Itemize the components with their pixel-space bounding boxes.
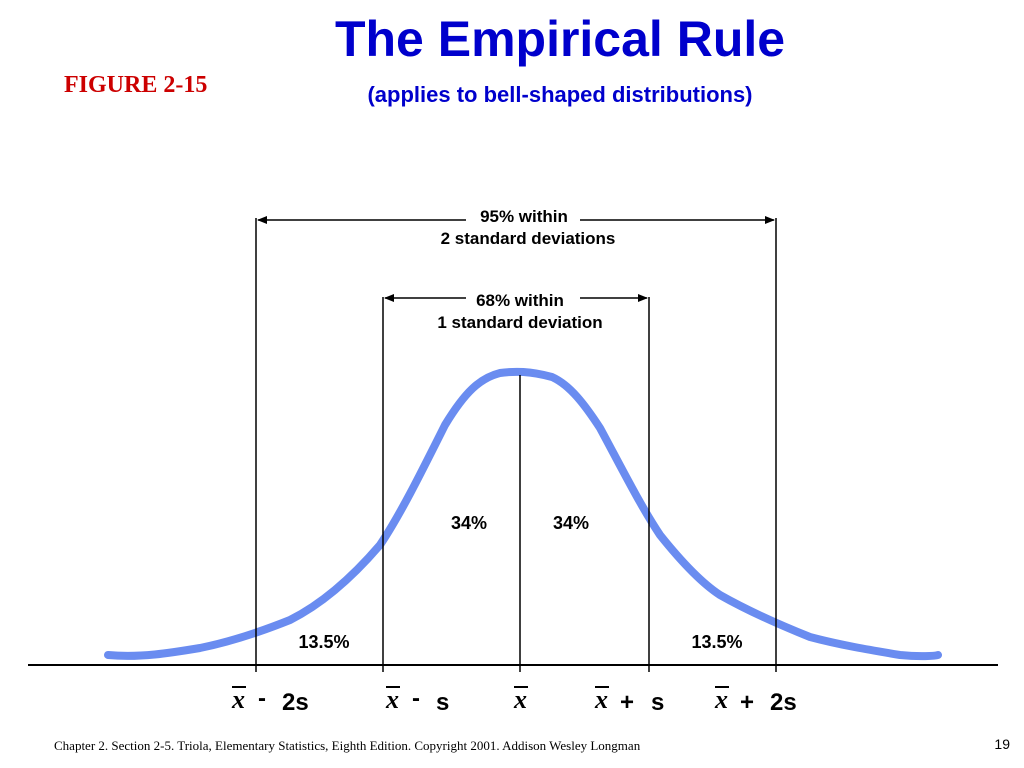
axis-label-mean-minus-s: x - s (385, 685, 449, 716)
region-right-outer: 13.5% (691, 632, 742, 652)
bracket-68: 68% within 1 standard deviation (384, 291, 648, 332)
xbar-symbol: x (513, 685, 527, 714)
operator: - (258, 685, 266, 712)
region-right-inner: 34% (553, 513, 589, 533)
xbar-symbol: x (385, 685, 399, 714)
operator: + (740, 689, 754, 716)
operator: + (620, 689, 634, 716)
slide-footer: Chapter 2. Section 2-5. Triola, Elementa… (54, 738, 641, 753)
axis-label-mean-minus-2s: x - 2s (231, 685, 309, 716)
slide-title: The Empirical Rule (334, 11, 786, 67)
term: 2s (282, 689, 309, 716)
axis-label-mean: x (513, 685, 528, 714)
bracket-95: 95% within 2 standard deviations (257, 207, 775, 248)
operator: - (412, 685, 420, 712)
term: s (651, 689, 664, 716)
figure-label: FIGURE 2-15 (64, 72, 208, 98)
xbar-symbol: x (594, 685, 608, 714)
region-left-outer: 13.5% (298, 632, 349, 652)
page-number: 19 (994, 736, 1010, 752)
xbar-symbol: x (231, 685, 245, 714)
bracket-95-line1: 95% within (480, 207, 568, 226)
bracket-68-line1: 68% within (476, 291, 564, 310)
axis-label-mean-plus-2s: x + 2s (714, 685, 797, 716)
term: 2s (770, 689, 797, 716)
bell-curve (104, 367, 942, 661)
bracket-95-line2: 2 standard deviations (441, 229, 616, 248)
slide-subtitle: (applies to bell-shaped distributions) (367, 82, 753, 107)
axis-label-mean-plus-s: x + s (594, 685, 664, 716)
region-left-inner: 34% (451, 513, 487, 533)
bracket-68-line2: 1 standard deviation (437, 313, 602, 332)
term: s (436, 689, 449, 716)
xbar-symbol: x (714, 685, 728, 714)
